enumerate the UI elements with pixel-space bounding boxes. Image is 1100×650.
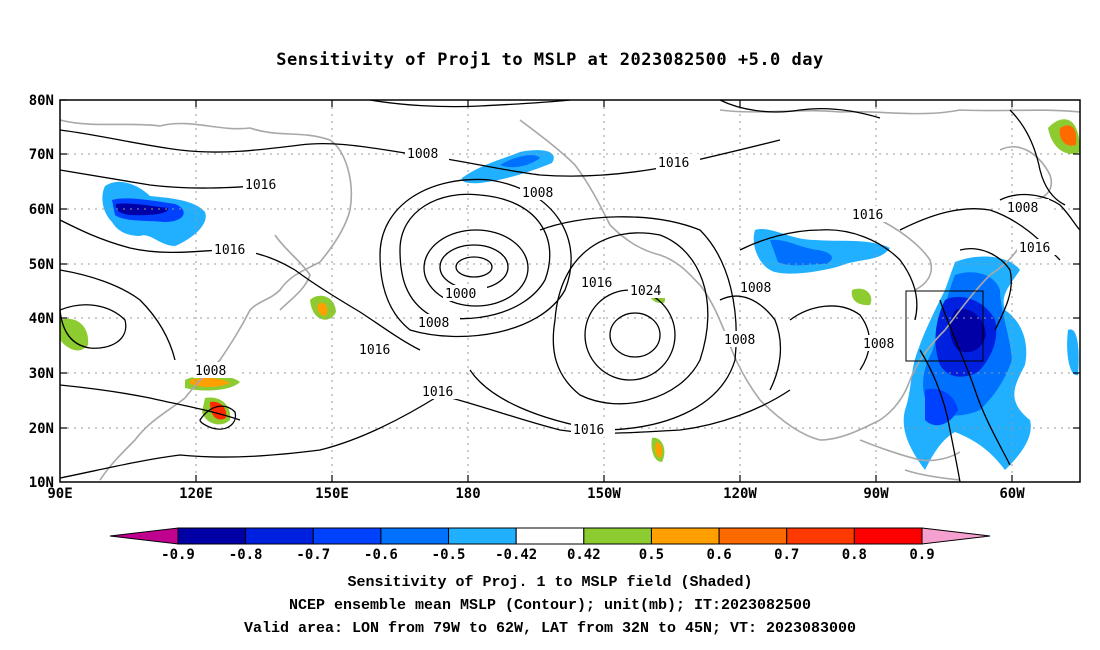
lat-label: 20N [29, 421, 54, 437]
colorbar-box [515, 527, 585, 545]
contour-label: 1000 [445, 287, 476, 302]
contour-label: 1016 [359, 343, 390, 358]
lon-label: 180 [455, 486, 480, 502]
contour-label: 1008 [724, 333, 755, 348]
lon-label: 150E [315, 486, 349, 502]
colorbar-box [853, 527, 923, 545]
valid-area-box [905, 290, 984, 362]
contour-label: 1016 [573, 423, 604, 438]
shade-pacific-orange [655, 442, 663, 458]
shade-arctic-dark [500, 155, 540, 168]
contour-label: 1016 [581, 276, 612, 291]
contour-labels: 1008 1016 1008 1016 1016 1000 1008 1016 … [193, 145, 1061, 438]
contour-label: 1008 [1007, 201, 1038, 216]
lat-label: 30N [29, 366, 54, 382]
shade-greenland-orange [1059, 125, 1077, 146]
lat-label: 80N [29, 93, 54, 109]
colorbar-tick-label: -0.9 [161, 547, 195, 563]
sensitivity-shading [60, 119, 1080, 470]
colorbar-box [312, 527, 382, 545]
shade-kamchatka-orange [317, 302, 328, 316]
colorbar-tick-label: 0.5 [639, 547, 664, 563]
colorbar-tick-label: 0.9 [909, 547, 934, 563]
colorbar-box [245, 527, 314, 545]
colorbar-tick-label: 0.42 [567, 547, 601, 563]
lon-label: 60W [999, 486, 1025, 502]
colorbar-tick-label: -0.7 [296, 547, 330, 563]
lat-label: 10N [29, 475, 54, 491]
colorbar-tick-label: 0.7 [774, 547, 799, 563]
lon-label: 90W [863, 486, 889, 502]
colorbar-box [583, 527, 652, 545]
contour-label: 1008 [407, 147, 438, 162]
lat-label: 40N [29, 311, 54, 327]
colorbar: -0.9 -0.8 -0.7 -0.6 -0.5 -0.42 0.42 0.5 0.6 0.7 0.… [109, 527, 991, 563]
footer-contour-note: NCEP ensemble mean MSLP (Contour); unit(… [288, 597, 812, 614]
shade-siberia-core [115, 203, 169, 216]
contour-label: 1008 [522, 186, 553, 201]
chart-title: Sensitivity of Proj1 to MSLP at 20230825… [276, 50, 824, 70]
colorbar-box [786, 527, 855, 545]
shade-canada-dark [770, 239, 832, 266]
contour-label: 1016 [214, 243, 245, 258]
lat-label: 60N [29, 202, 54, 218]
colorbar-high-arrow [921, 527, 991, 545]
colorbar-tick-label: -0.6 [364, 547, 398, 563]
contour-label: 1008 [418, 316, 449, 331]
latitude-labels: 80N 70N 60N 50N 40N 30N 20N 10N [29, 93, 54, 491]
colorbar-tick-label: 0.8 [842, 547, 867, 563]
frame-ticks [60, 99, 1080, 482]
contour-label: 1008 [740, 281, 771, 296]
colorbar-box [718, 527, 788, 545]
contour-label: 1008 [195, 364, 226, 379]
contour-label: 1024 [630, 284, 661, 299]
lon-label: 150W [587, 486, 621, 502]
colorbar-box [650, 527, 720, 545]
lon-label: 120E [179, 486, 213, 502]
contour-label: 1016 [658, 156, 689, 171]
contour-label: 1016 [245, 178, 276, 193]
footer-shaded-note: Sensitivity of Proj. 1 to MSLP field (Sh… [347, 574, 753, 591]
footer-valid-area: Valid area: LON from 79W to 62W, LAT fro… [243, 620, 857, 637]
map-frame [59, 99, 1081, 483]
colorbar-tick-label: -0.42 [495, 547, 537, 563]
contour-label: 1008 [863, 337, 894, 352]
colorbar-tick-label: -0.8 [229, 547, 263, 563]
contour-label: 1016 [852, 208, 883, 223]
contour-label: 1016 [1019, 241, 1050, 256]
colorbar-low-arrow [109, 527, 179, 545]
mslp-contours [59, 99, 1081, 483]
lon-label: 120W [723, 486, 757, 502]
colorbar-tick-label: 0.6 [706, 547, 731, 563]
longitude-labels: 90E 120E 150E 180 150W 120W 90W 60W [47, 486, 1025, 502]
colorbar-box [380, 527, 450, 545]
contour-label: 1016 [422, 385, 453, 400]
shade-east-edge [1067, 329, 1079, 376]
lon-label: 90E [47, 486, 72, 502]
colorbar-tick-label: -0.5 [432, 547, 466, 563]
shade-atlantic-core [950, 308, 986, 353]
lat-label: 70N [29, 147, 54, 163]
shade-gulf-blue [925, 388, 958, 426]
colorbar-box [448, 527, 517, 545]
colorbar-box [177, 527, 247, 545]
shade-west-green [60, 318, 89, 351]
shade-gulf-green [851, 288, 872, 306]
lat-label: 50N [29, 257, 54, 273]
